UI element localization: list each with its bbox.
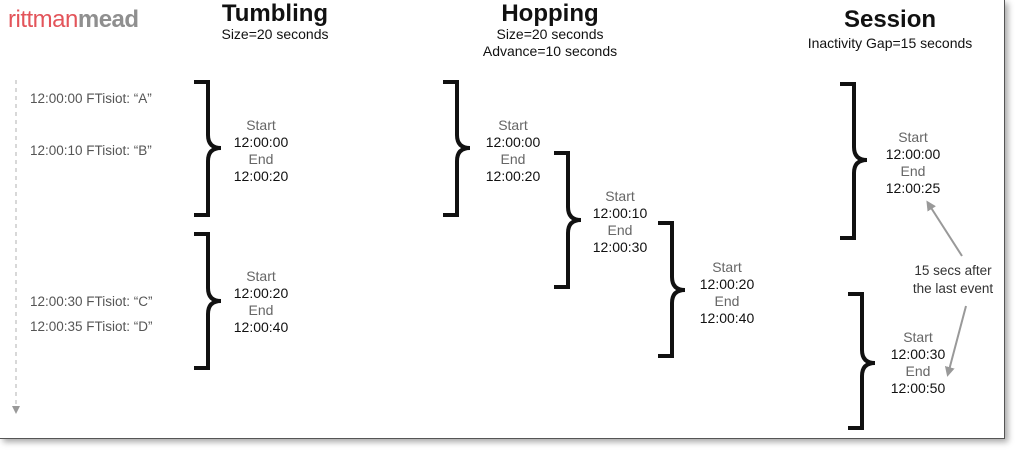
annotation-arrow-up [926, 200, 963, 257]
hopping-window-1: Start 12:00:00 End 12:00:20 [485, 117, 541, 184]
hopping-window-3: Start 12:00:20 End 12:00:40 [699, 259, 755, 326]
brace-tumbling-1 [194, 80, 222, 217]
diagram-frame [0, 0, 1005, 439]
annotation-arrow-down [944, 305, 967, 377]
session-window-2: Start 12:00:30 End 12:00:50 [890, 329, 946, 396]
session-subtitle: Inactivity Gap=15 seconds [807, 35, 973, 51]
tumbling-title: Tumbling [221, 0, 329, 27]
tumbling-subtitle: Size=20 seconds [221, 26, 329, 42]
hopping-title: Hopping [501, 0, 599, 27]
logo: rittmanmead [8, 6, 139, 33]
event-d: 12:00:35 FTisiot: “D” [30, 319, 153, 334]
brace-hopping-2 [554, 151, 582, 289]
inactivity-annotation: 15 secs after the last event [912, 263, 994, 296]
brace-hopping-1 [443, 80, 471, 217]
hopping-window-2: Start 12:00:10 End 12:00:30 [592, 188, 648, 255]
hopping-subtitle-advance: Advance=10 seconds [482, 43, 618, 59]
brace-session-1 [840, 82, 868, 240]
event-c: 12:00:30 FTisiot: “C” [30, 294, 153, 309]
session-title: Session [843, 6, 937, 33]
brace-session-2 [848, 292, 876, 430]
tumbling-window-2: Start 12:00:20 End 12:00:40 [233, 268, 289, 335]
brace-hopping-3 [658, 221, 686, 358]
tumbling-window-1: Start 12:00:00 End 12:00:20 [233, 117, 289, 184]
brace-tumbling-2 [194, 232, 222, 370]
event-a: 12:00:00 FTisiot: “A” [30, 91, 152, 106]
hopping-subtitle-size: Size=20 seconds [496, 26, 604, 42]
event-b: 12:00:10 FTisiot: “B” [30, 143, 152, 158]
session-window-1: Start 12:00:00 End 12:00:25 [885, 129, 941, 196]
